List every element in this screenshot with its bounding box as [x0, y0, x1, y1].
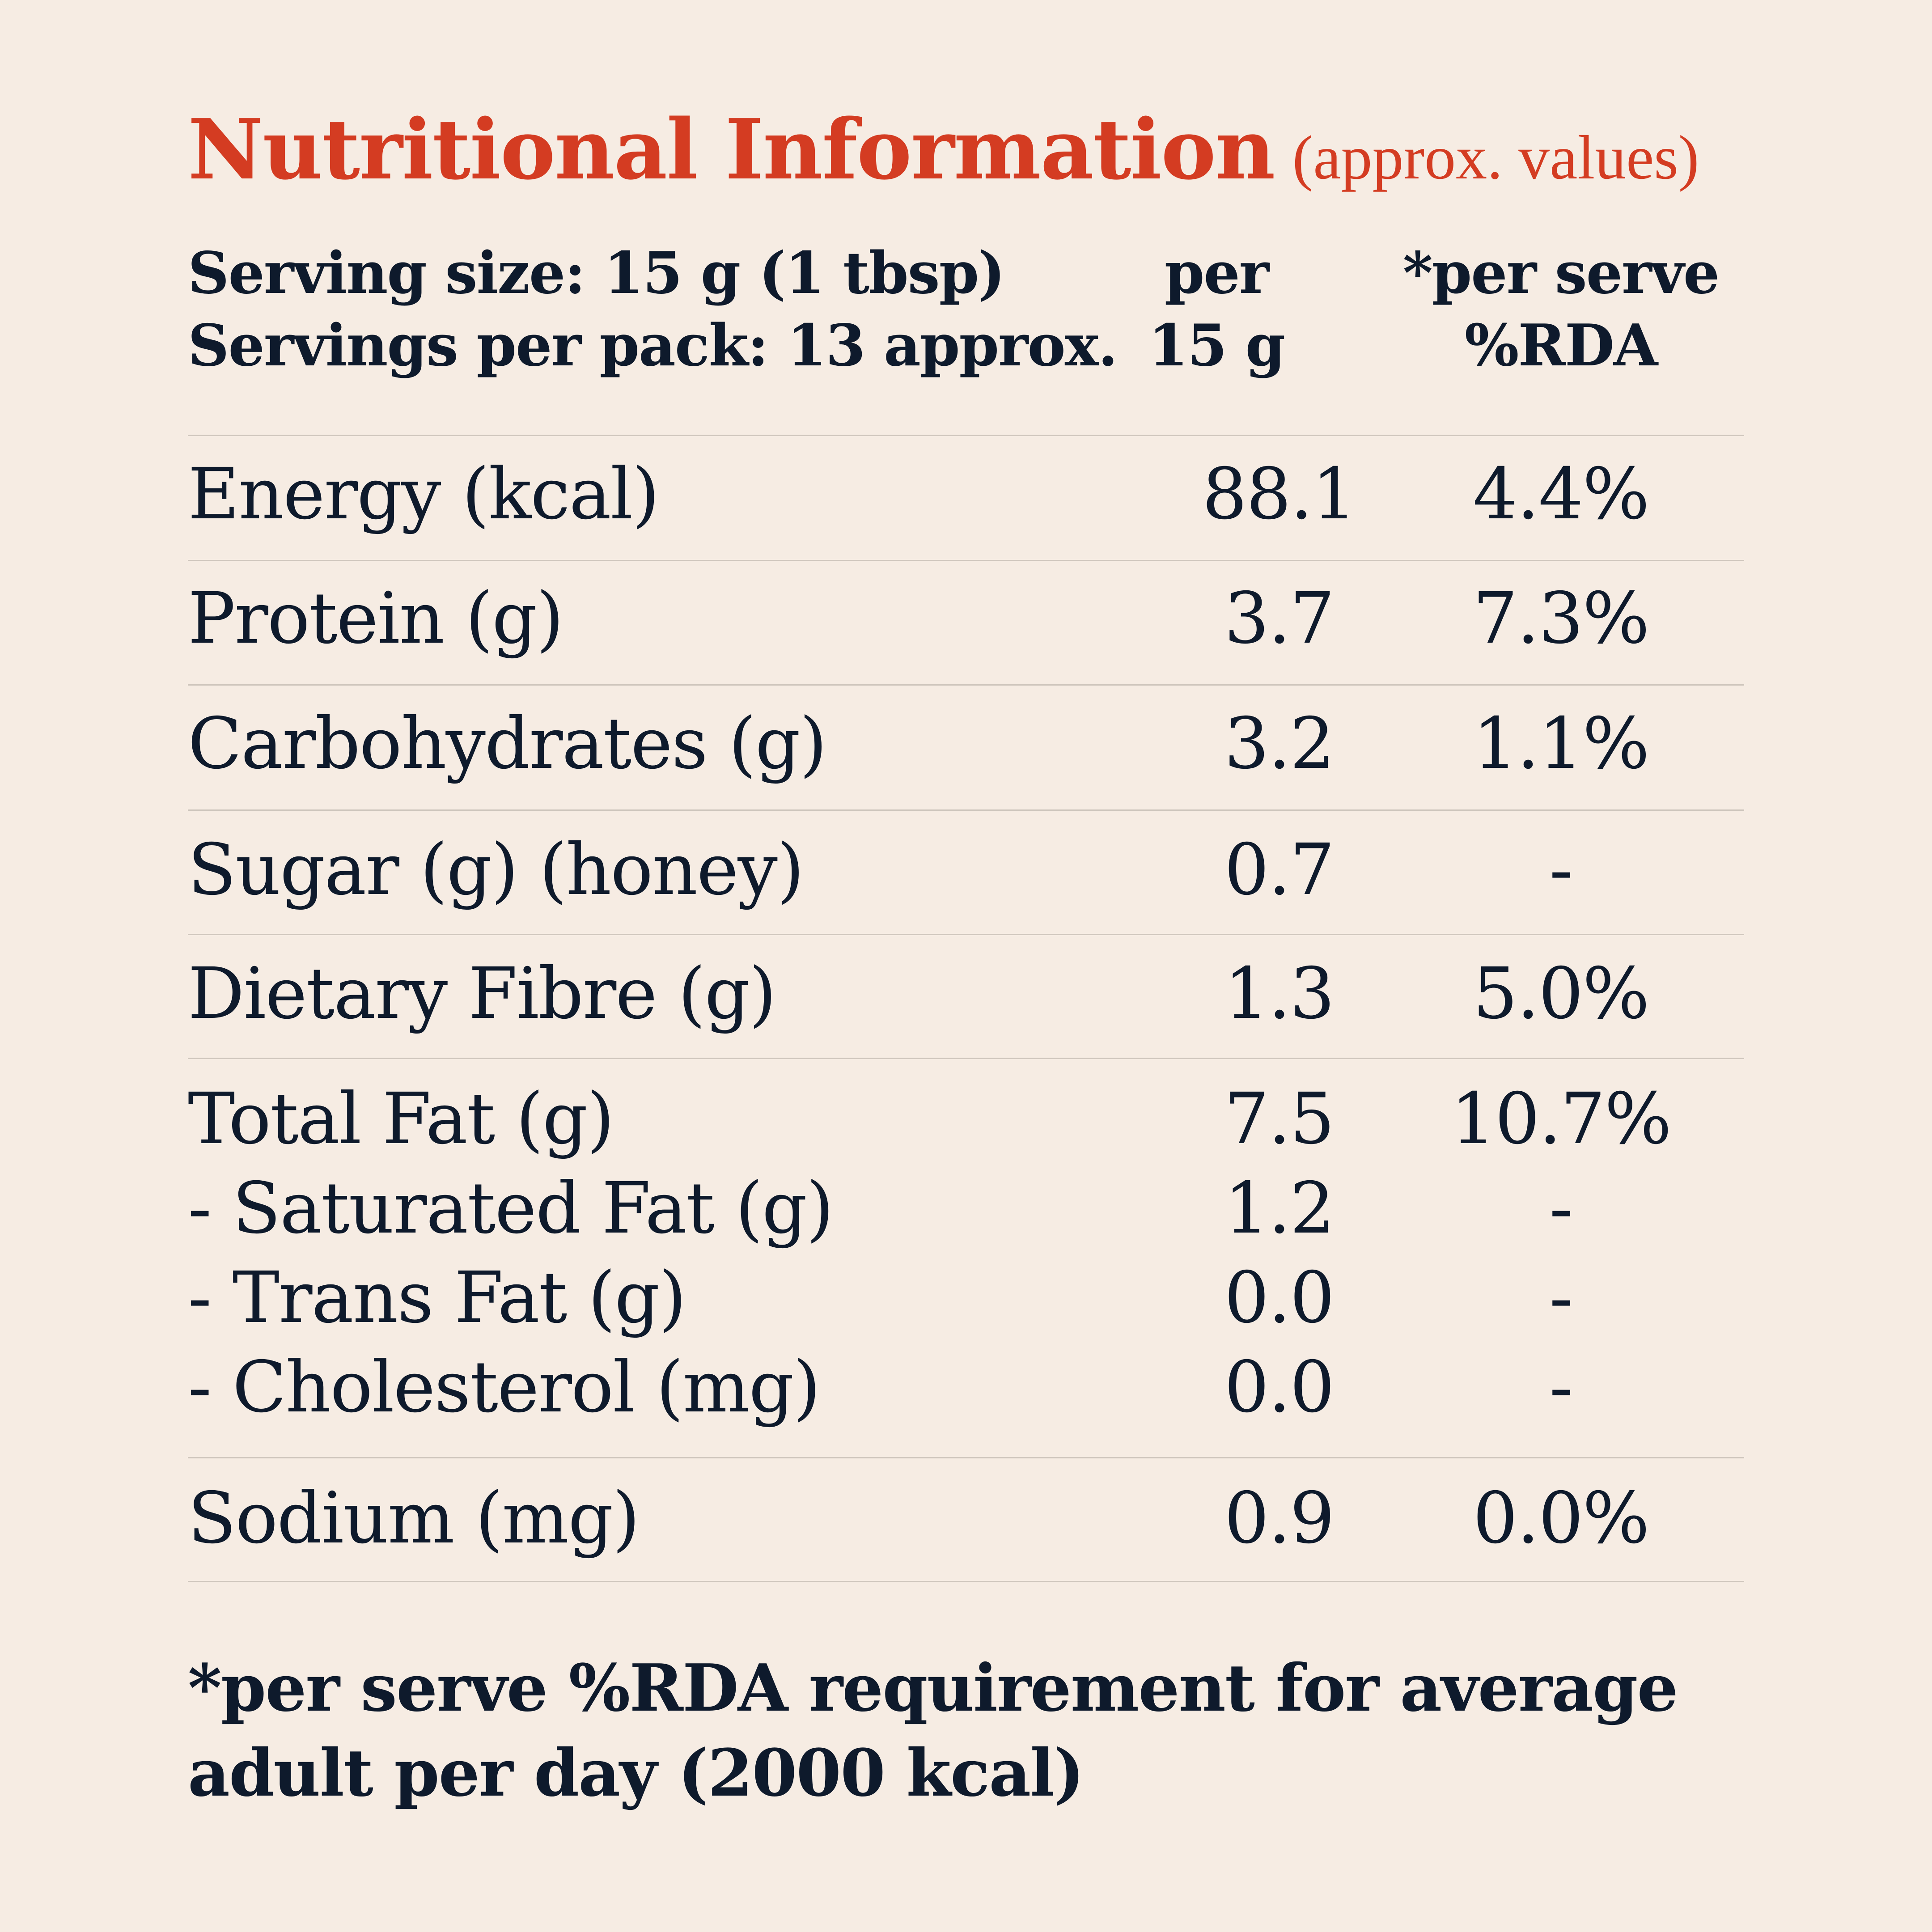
rda-value: 1.1%: [1473, 703, 1649, 785]
per-15g-value: 88.1: [1202, 453, 1357, 535]
rda-value: -: [1549, 1167, 1573, 1250]
per-15g-value: 0.7: [1224, 829, 1335, 911]
per-15g-value: 3.2: [1224, 703, 1335, 785]
rda-value: 4.4%: [1473, 453, 1649, 535]
nutrient-name: Sodium (mg): [188, 1477, 640, 1559]
rda-value: 0.0%: [1473, 1477, 1649, 1559]
per-15g-value: 3.7: [1224, 577, 1335, 660]
divider: [188, 435, 1744, 436]
nutrient-name: Total Fat (g): [188, 1078, 614, 1160]
rda-value: -: [1549, 1346, 1573, 1428]
title-sub: (approx. values): [1292, 123, 1699, 192]
rda-col-line2: %RDA: [1464, 312, 1658, 379]
footnote-line1: *per serve %RDA requirement for average: [188, 1650, 1678, 1726]
per-15g-value: 0.0: [1224, 1346, 1335, 1428]
divider: [188, 1457, 1744, 1458]
rda-value: 10.7%: [1451, 1078, 1672, 1160]
rda-column-header: *per serve %RDA: [1337, 237, 1784, 382]
nutrient-name: - Saturated Fat (g): [188, 1167, 834, 1250]
rda-value: 5.0%: [1473, 953, 1649, 1035]
per-15g-column-header: per 15 g: [993, 237, 1440, 382]
nutrient-name: - Trans Fat (g): [188, 1257, 686, 1339]
divider: [188, 934, 1744, 935]
title-main: Nutritional Information: [188, 101, 1275, 198]
nutrient-name: Dietary Fibre (g): [188, 953, 776, 1035]
divider: [188, 1581, 1744, 1582]
footnote-line2: adult per day (2000 kcal): [188, 1735, 1085, 1811]
nutrient-name: Energy (kcal): [188, 453, 660, 535]
per-15g-value: 1.2: [1224, 1167, 1335, 1250]
serving-size: Serving size: 15 g (1 tbsp): [188, 240, 1005, 307]
serving-info: Serving size: 15 g (1 tbsp) Servings per…: [188, 237, 1118, 382]
per-col-line2: 15 g: [1148, 312, 1285, 379]
nutrient-name: Protein (g): [188, 577, 564, 660]
per-15g-value: 7.5: [1224, 1078, 1335, 1160]
per-15g-value: 1.3: [1224, 953, 1335, 1035]
servings-per-pack: Servings per pack: 13 approx.: [188, 312, 1118, 379]
divider: [188, 1058, 1744, 1059]
table-header: Serving size: 15 g (1 tbsp) Servings per…: [188, 237, 1753, 379]
per-15g-value: 0.0: [1224, 1257, 1335, 1339]
rda-value: -: [1549, 829, 1573, 911]
divider: [188, 809, 1744, 811]
rda-value: -: [1549, 1257, 1573, 1339]
rda-col-line1: *per serve: [1402, 240, 1720, 307]
divider: [188, 560, 1744, 561]
divider: [188, 684, 1744, 686]
per-col-line1: per: [1164, 240, 1269, 307]
nutrient-name: Sugar (g) (honey): [188, 829, 804, 911]
label-title: Nutritional Information (approx. values): [188, 101, 1699, 198]
nutrient-name: - Cholesterol (mg): [188, 1346, 821, 1428]
per-15g-value: 0.9: [1224, 1477, 1335, 1559]
rda-value: 7.3%: [1473, 577, 1649, 660]
rda-footnote: *per serve %RDA requirement for average …: [188, 1646, 1678, 1816]
nutrient-name: Carbohydrates (g): [188, 703, 827, 785]
